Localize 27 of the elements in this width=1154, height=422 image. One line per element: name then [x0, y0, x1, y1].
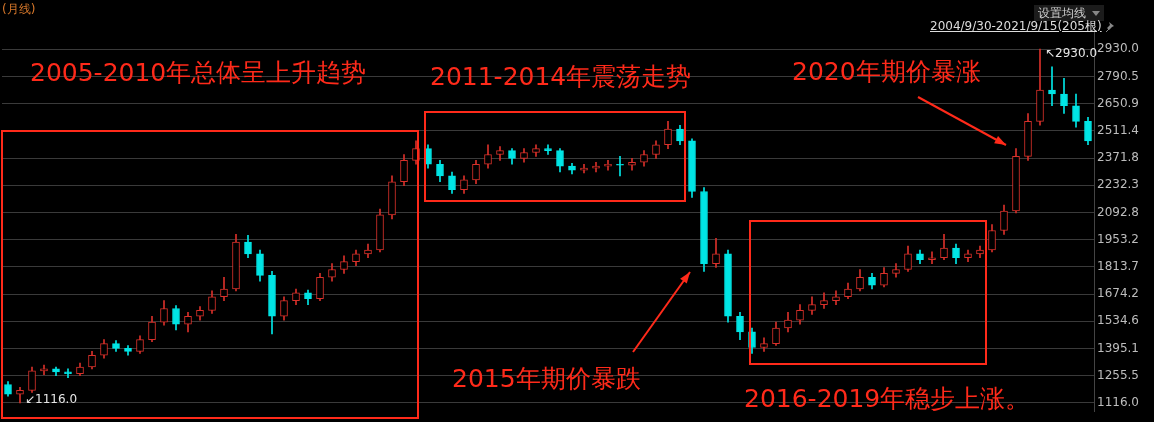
annotation: 2004/9/30-2021/9/15(205根)	[930, 19, 1102, 33]
y-tick-label: 1395.1	[1097, 340, 1139, 355]
annotation: 2016-2019年稳步上涨。	[744, 384, 1031, 413]
annotation: 2020年期价暴涨	[792, 57, 981, 86]
candlestick	[605, 159, 611, 171]
y-tick-label: 2092.8	[1097, 204, 1139, 219]
annotation: 2015年期价暴跌	[452, 364, 641, 393]
y-tick-label: 1116.0	[1097, 394, 1139, 409]
y-tick-label: 2650.9	[1097, 95, 1139, 110]
annotation: 2011-2014年震荡走势	[430, 62, 692, 91]
y-tick-label: 1255.5	[1097, 367, 1139, 382]
y-tick-label: 1953.2	[1097, 231, 1139, 246]
annotation: 2005-2010年总体呈上升趋势	[30, 58, 367, 87]
y-tick-label: 2790.5	[1097, 68, 1139, 83]
annotation: ↙1116.0	[25, 391, 78, 406]
y-tick-label: 2930.0	[1097, 41, 1139, 56]
annotation: 设置均线	[1038, 6, 1086, 20]
candlestick	[544, 144, 552, 155]
y-tick-label: 1534.6	[1097, 313, 1139, 328]
y-tick-label: 1674.2	[1097, 286, 1139, 301]
annotation: ↖2930.0	[1045, 46, 1098, 61]
y-tick-label: 2511.4	[1097, 122, 1139, 137]
y-tick-label: 2371.8	[1097, 150, 1139, 165]
y-tick-label: 1813.7	[1097, 258, 1139, 273]
annotation: (月线)	[2, 2, 36, 16]
candlestick	[616, 156, 624, 177]
y-tick-label: 2232.3	[1097, 177, 1139, 192]
